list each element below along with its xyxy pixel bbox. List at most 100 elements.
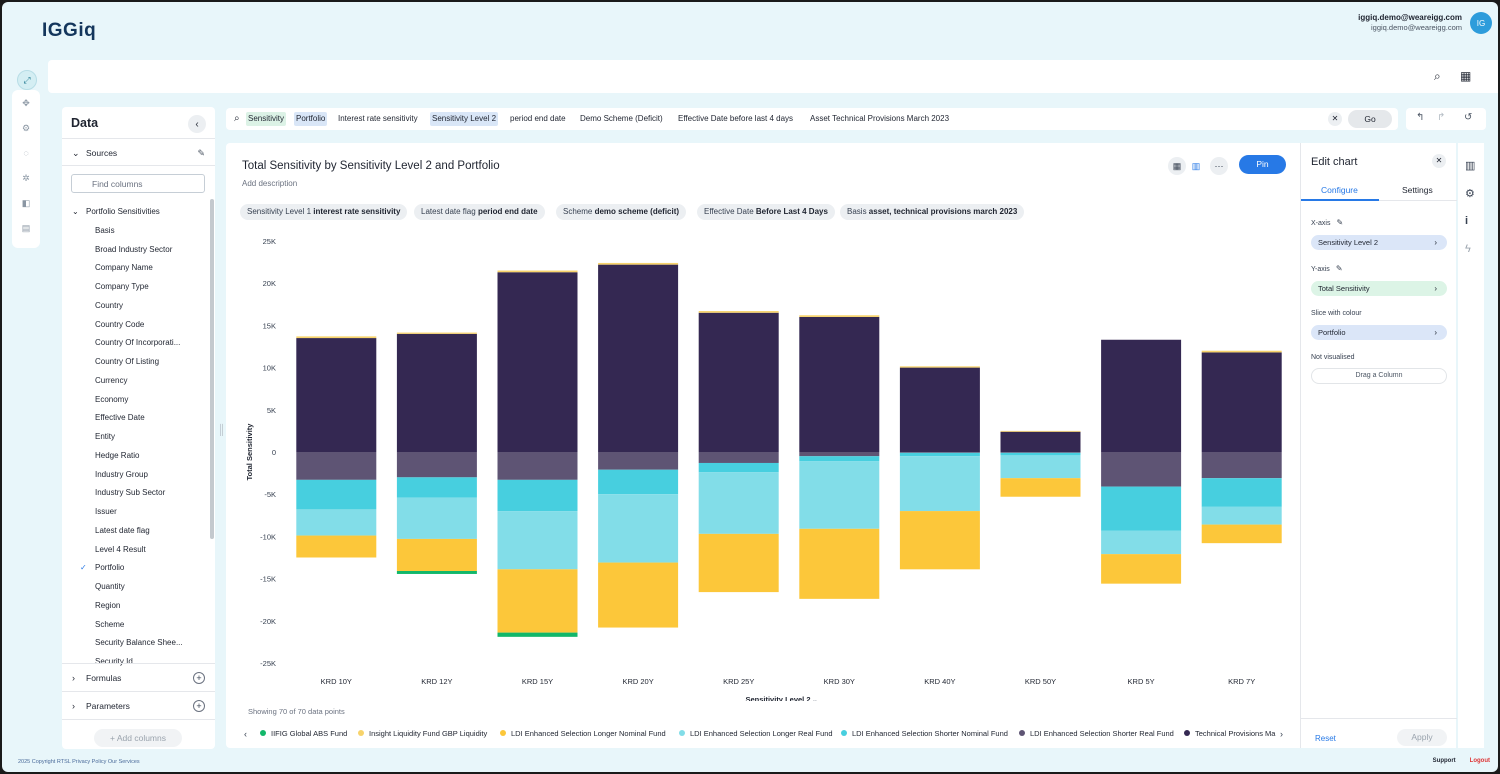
column-item[interactable]: Entity [62,428,210,447]
filter-chip[interactable]: Latest date flag period end date [414,204,545,220]
reset-icon[interactable]: ↺ [1464,112,1473,123]
bar-segment[interactable] [799,315,880,317]
bar-segment[interactable] [1101,486,1182,531]
bar-segment[interactable] [598,494,679,563]
settings-icon[interactable]: ⚙ [1465,188,1475,200]
query-token[interactable]: Interest rate sensitivity [338,114,418,123]
bar-segment[interactable] [799,316,880,452]
bar-segment[interactable] [296,338,377,452]
bar-segment[interactable] [296,509,377,536]
parameters-toggle[interactable]: › Parameters [72,701,130,711]
x-axis-field[interactable]: Sensitivity Level 2 › [1311,235,1447,250]
y-axis-field[interactable]: Total Sensitivity › [1311,281,1447,296]
wrench-icon[interactable]: ✎ [197,148,205,158]
column-item[interactable]: Level 4 Result [62,541,210,560]
bar-segment[interactable] [899,456,980,512]
collapse-panel-button[interactable]: ‹ [188,115,206,133]
chart-view-icon[interactable]: ▥ [1187,157,1205,175]
bar-segment[interactable] [598,562,679,628]
filter-chip[interactable]: Effective Date Before Last 4 Days [697,204,835,220]
legend-item[interactable]: LDI Enhanced Selection Shorter Nominal F… [841,729,1008,738]
bar-segment[interactable] [598,452,679,470]
bar-segment[interactable] [698,312,779,452]
column-item[interactable]: Industry Group [62,466,210,485]
legend-item[interactable]: LDI Enhanced Selection Longer Nominal Fu… [500,729,666,738]
bar-segment[interactable] [1201,452,1282,479]
table-view-icon[interactable]: ▦ [1168,157,1186,175]
bar-segment[interactable] [396,477,477,498]
bar-segment[interactable] [1101,530,1182,555]
y-axis-title[interactable]: Total Sensitivity [245,423,254,481]
bar-segment[interactable] [497,272,578,452]
column-item[interactable]: Region [62,597,210,616]
bar-segment[interactable] [598,469,679,495]
x-axis-title[interactable]: Sensitivity Level 2 [745,695,810,701]
column-item[interactable]: Security Balance Shee... [62,634,210,653]
bar-segment[interactable] [1201,506,1282,525]
legend-item[interactable]: LDI Enhanced Selection Longer Real Fund [679,729,833,738]
chevron-down-icon[interactable]: ⌄ [812,697,818,701]
lightning-icon[interactable]: ϟ [1465,243,1471,255]
column-item[interactable]: ✓ Portfolio [62,559,210,578]
clear-query-button[interactable]: ✕ [1328,112,1342,126]
support-link[interactable]: Support [1432,758,1456,764]
logout-link[interactable]: Logout [1469,758,1490,764]
column-item[interactable]: Scheme [62,616,210,635]
drag-column-dropzone[interactable]: Drag a Column [1311,368,1447,384]
bar-segment[interactable] [1201,350,1282,353]
spinner-icon[interactable]: ◌ [23,148,29,158]
column-item[interactable]: Economy [62,391,210,410]
bar-segment[interactable] [799,456,880,462]
tab-configure[interactable]: Configure [1321,185,1358,195]
column-item[interactable]: Industry Sub Sector [62,484,210,503]
bar-segment[interactable] [296,479,377,510]
legend-item[interactable]: Insight Liquidity Fund GBP Liquidity [358,729,487,738]
legend-item[interactable]: Technical Provisions Ma [1184,729,1275,738]
expand-rail-icon[interactable]: ⤢ [17,70,37,90]
query-token[interactable]: Sensitivity [246,112,287,126]
filter-chip[interactable]: Sensitivity Level 1 interest rate sensit… [240,204,408,220]
column-item[interactable]: Country [62,297,210,316]
add-columns-button[interactable]: + Add columns [94,729,182,747]
resize-handle-icon[interactable]: ║ [218,425,226,436]
column-item[interactable]: Issuer [62,503,210,522]
query-token[interactable]: Asset Technical Provisions March 2023 [810,114,950,123]
add-parameter-icon[interactable]: + [193,700,205,712]
column-item[interactable]: Basis [62,222,210,241]
go-button[interactable]: Go [1348,110,1392,128]
query-token[interactable]: Sensitivity Level 2 [430,112,499,126]
apps-grid-icon[interactable]: ▦ [1460,69,1472,83]
group-portfolio-sensitivities[interactable]: ⌄ Portfolio Sensitivities [62,203,210,222]
info-icon[interactable]: i [1465,215,1469,227]
chart-icon[interactable]: ▥ [1465,160,1476,172]
bar-segment[interactable] [799,452,880,457]
bar-segment[interactable] [497,569,578,633]
bar-segment[interactable] [899,511,980,570]
query-token[interactable]: Portfolio [294,112,328,126]
bar-segment[interactable] [899,452,980,453]
bar-segment[interactable] [497,479,578,512]
bar-segment[interactable] [1101,554,1182,584]
bar-segment[interactable] [396,333,477,452]
bar-segment[interactable] [497,270,578,273]
bar-segment[interactable] [497,632,578,637]
query-token[interactable]: Demo Scheme (Deficit) [580,114,663,123]
query-token[interactable]: period end date [510,114,566,123]
bar-segment[interactable] [1000,478,1081,497]
bar-segment[interactable] [598,264,679,452]
tab-settings[interactable]: Settings [1402,185,1433,195]
formulas-toggle[interactable]: › Formulas [72,673,121,683]
bar-segment[interactable] [899,367,980,452]
bar-segment[interactable] [799,528,880,599]
network-icon[interactable]: ✲ [22,173,30,183]
redo-icon[interactable]: ↱ [1437,112,1446,123]
reset-button[interactable]: Reset [1315,734,1336,743]
find-columns-input[interactable] [71,174,205,193]
slice-field[interactable]: Portfolio › [1311,325,1447,340]
column-item[interactable]: Latest date flag [62,522,210,541]
footer-copyright[interactable]: 2025 Copyright RTSL Privacy Policy Our S… [18,759,140,765]
search-icon[interactable]: ⌕ [1434,69,1441,83]
bar-segment[interactable] [1000,452,1081,453]
edit-icon[interactable]: ✎ [1336,218,1344,227]
bar-segment[interactable] [1201,524,1282,544]
